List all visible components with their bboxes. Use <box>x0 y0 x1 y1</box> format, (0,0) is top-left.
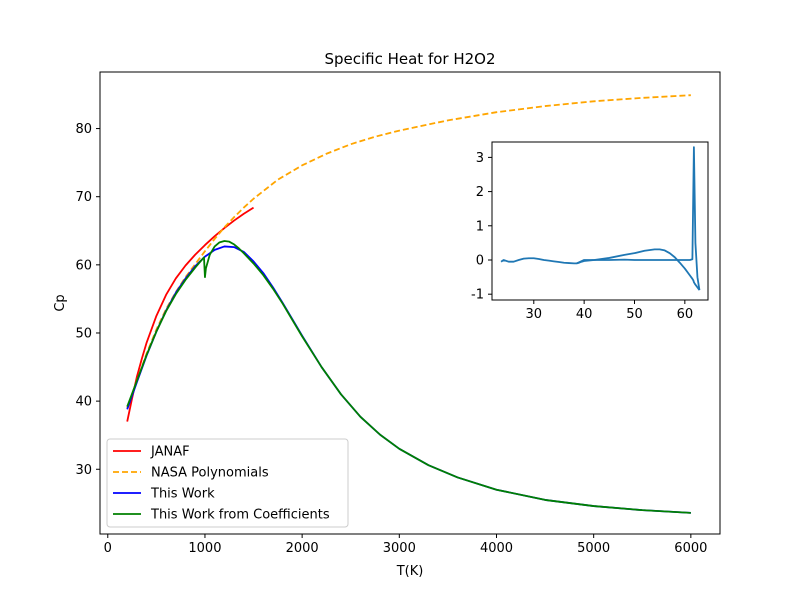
main-series-line-this-work-from-coefficients <box>126 240 691 514</box>
main-x-ticks: 0 1000 2000 3000 4000 5000 6000 <box>104 534 707 556</box>
inset-x-tick-label: 60 <box>677 307 694 322</box>
main-y-tick-label: 30 <box>75 463 92 478</box>
inset-series-line-1 <box>576 146 701 291</box>
legend-frame <box>106 438 349 528</box>
inset-y-tick-label: -1 <box>471 288 484 303</box>
inset-y-tick-label: 3 <box>476 151 484 166</box>
main-x-tick-label: 3000 <box>383 541 416 556</box>
chart-title: Specific Heat for H2O2 <box>324 50 495 68</box>
legend: JANAF NASA Polynomials This Work This Work … <box>106 438 349 528</box>
main-axes-frame <box>99 71 721 535</box>
x-axis-label: T(K) <box>396 564 424 579</box>
legend-label: NASA Polynomials <box>151 466 269 481</box>
inset-y-tick-label: 0 <box>476 253 484 268</box>
main-x-tick-label: 5000 <box>577 541 610 556</box>
main-y-tick-label: 40 <box>75 395 92 410</box>
main-y-ticks: 30 40 50 60 70 80 <box>75 122 100 478</box>
main-x-tick-label: 6000 <box>674 541 707 556</box>
y-axis-label: Cp <box>53 294 68 311</box>
inset-x-tick-label: 40 <box>576 307 593 322</box>
main-y-tick-label: 70 <box>75 190 92 205</box>
legend-label: JANAF <box>150 445 190 460</box>
inset-axes-frame <box>491 141 709 301</box>
main-y-tick-label: 80 <box>75 122 92 137</box>
main-series-line-janaf <box>126 206 255 422</box>
main-y-tick-label: 60 <box>75 258 92 273</box>
inset-x-ticks: 30 40 50 60 <box>526 300 694 322</box>
main-x-tick-label: 2000 <box>286 541 319 556</box>
inset-background <box>492 142 708 300</box>
main-y-tick-label: 50 <box>75 326 92 341</box>
inset-x-tick-label: 50 <box>626 307 643 322</box>
inset-y-tick-label: 1 <box>476 219 484 234</box>
legend-label: This Work <box>150 487 215 502</box>
inset-y-tick-label: 2 <box>476 185 484 200</box>
legend-label: This Work from Coefficients <box>150 508 330 523</box>
main-plot-area <box>126 94 691 514</box>
main-x-tick-label: 0 <box>104 541 112 556</box>
inset-x-tick-label: 30 <box>526 307 543 322</box>
inset-series-line-0 <box>500 248 701 291</box>
main-x-tick-label: 4000 <box>480 541 513 556</box>
inset-plot-area <box>500 146 701 291</box>
inset-y-ticks: -1 0 1 2 3 <box>471 151 492 303</box>
main-x-tick-label: 1000 <box>188 541 221 556</box>
